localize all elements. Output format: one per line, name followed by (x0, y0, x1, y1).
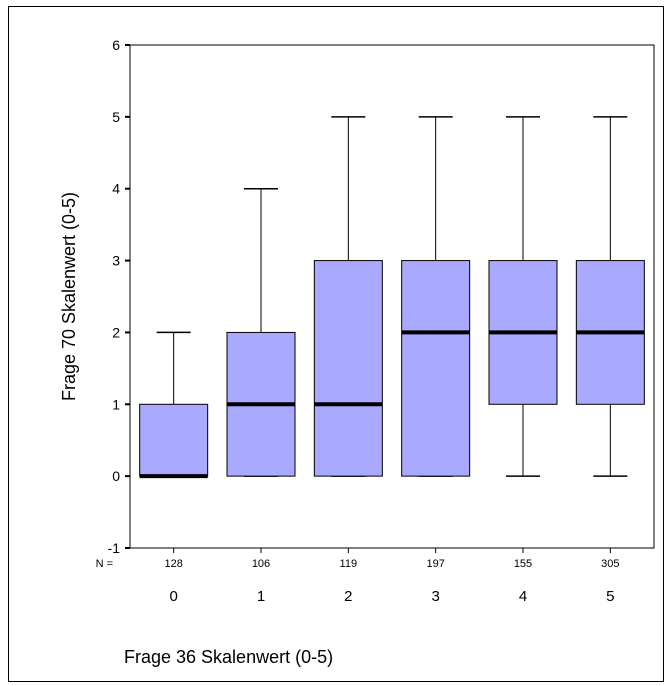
n-count-label: 128 (164, 558, 182, 570)
x-category-label: 1 (257, 588, 265, 605)
y-tick-label: 0 (112, 468, 120, 484)
plot-border (129, 44, 655, 549)
box (313, 260, 383, 477)
x-axis-label: Frage 36 Skalenwert (0-5) (124, 647, 333, 667)
box (401, 260, 471, 477)
x-category-label: 3 (431, 588, 439, 605)
y-tick-label: 1 (112, 396, 120, 412)
y-tick-label: 6 (112, 37, 120, 53)
plot-area: -1 0 1 2 3 4 5 6 128 0 106 1 119 2 197 3 155 4 305 5 (108, 37, 655, 605)
y-axis-label: Frage 70 Skalenwert (0-5) (59, 192, 79, 401)
y-tick-label: 2 (112, 324, 120, 340)
boxplot-chart: -1 0 1 2 3 4 5 6 128 0 106 1 119 2 197 3 155 4 305 5 Frage … (59, 37, 655, 667)
x-category-label: 2 (344, 588, 352, 605)
y-tick-label: -1 (108, 540, 121, 556)
chart-frame: -1 0 1 2 3 4 5 6 128 0 106 1 119 2 197 3 155 4 305 5 Frage … (8, 6, 664, 682)
n-count-label: 119 (340, 558, 358, 570)
n-count-label: 305 (601, 558, 619, 570)
x-category-label: 4 (519, 588, 527, 605)
x-category-label: 5 (606, 588, 614, 605)
n-count-label: 106 (252, 558, 270, 570)
n-prefix-label: N = (96, 558, 113, 570)
x-category-label: 0 (169, 588, 177, 605)
y-tick-label: 4 (112, 181, 120, 197)
box (139, 403, 209, 477)
y-tick-label: 3 (112, 253, 120, 269)
y-tick-label: 5 (112, 109, 120, 125)
n-count-label: 155 (514, 558, 532, 570)
n-count-label: 197 (426, 558, 444, 570)
